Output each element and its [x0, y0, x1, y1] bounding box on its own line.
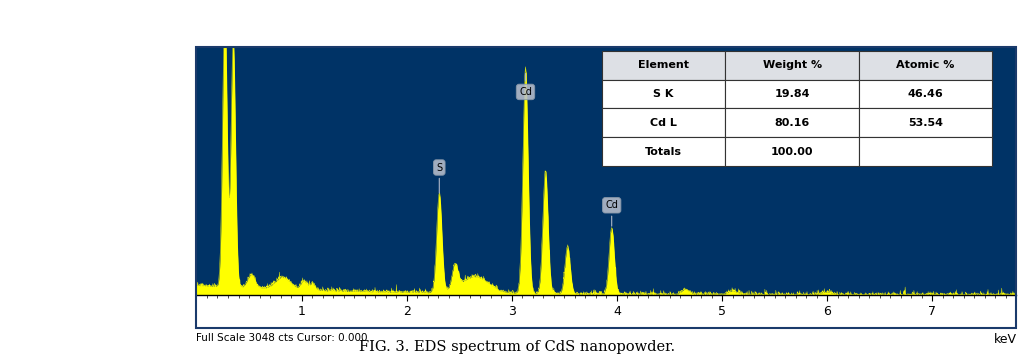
Text: 53.54: 53.54 [908, 118, 943, 128]
Bar [859, 109, 992, 137]
Text: 80.16: 80.16 [774, 118, 810, 128]
Bar [725, 109, 859, 137]
Bar [603, 137, 725, 166]
Text: S K: S K [653, 89, 674, 99]
Bar [603, 109, 725, 137]
Text: keV: keV [994, 333, 1016, 346]
Text: Weight %: Weight % [763, 60, 822, 70]
Bar [725, 80, 859, 109]
Bar [859, 51, 992, 80]
Text: Element: Element [638, 60, 690, 70]
Text: Totals: Totals [645, 147, 682, 157]
Text: 19.84: 19.84 [774, 89, 810, 99]
Text: FIG. 3. EDS spectrum of CdS nanopowder.: FIG. 3. EDS spectrum of CdS nanopowder. [359, 340, 675, 354]
Bar [725, 51, 859, 80]
Text: S: S [436, 163, 443, 193]
Bar [859, 80, 992, 109]
Text: Cd: Cd [605, 200, 618, 226]
Bar [603, 51, 725, 80]
Text: Atomic %: Atomic % [896, 60, 954, 70]
Bar [603, 80, 725, 109]
Bar [859, 137, 992, 166]
Text: Full Scale 3048 cts Cursor: 0.000: Full Scale 3048 cts Cursor: 0.000 [196, 333, 368, 344]
Text: 100.00: 100.00 [771, 147, 814, 157]
Text: Cd L: Cd L [650, 118, 677, 128]
Text: Cd: Cd [519, 73, 531, 97]
Text: 46.46: 46.46 [908, 89, 943, 99]
Bar [725, 137, 859, 166]
